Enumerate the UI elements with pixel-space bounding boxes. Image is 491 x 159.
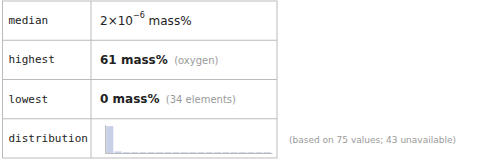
row-label: lowest	[9, 93, 49, 106]
bar	[247, 152, 254, 153]
value-suffix: mass%	[145, 14, 192, 28]
bar	[189, 152, 196, 153]
bar	[255, 152, 262, 153]
value-superscript: −6	[133, 10, 145, 19]
bar	[197, 152, 204, 153]
footnote: (based on 75 values; 43 unavailable)	[289, 135, 456, 145]
bars	[106, 126, 271, 153]
x-axis	[106, 153, 273, 154]
row-label: median	[9, 14, 49, 27]
bar	[106, 126, 113, 153]
bar	[131, 152, 138, 153]
bar	[148, 152, 155, 153]
bar	[231, 152, 238, 153]
table-border	[3, 1, 278, 158]
value-text: 61 mass%	[100, 53, 168, 67]
row-divider	[3, 40, 278, 41]
bar	[115, 151, 122, 153]
row-label: highest	[9, 53, 55, 66]
bar	[164, 152, 171, 153]
y-axis	[105, 125, 106, 153]
bar	[222, 152, 229, 153]
row-label: distribution	[9, 132, 88, 145]
column-divider	[91, 1, 92, 158]
table: median highest lowest distribution 2×10−6 ma…	[3, 1, 278, 158]
x-axis-line	[106, 153, 273, 154]
value-text: 0 mass%	[100, 92, 159, 106]
value-note: (34 elements)	[159, 94, 236, 105]
row-value: 2×10−6 mass%	[100, 10, 192, 28]
value-note: (oxygen)	[168, 54, 219, 65]
bar	[156, 152, 163, 153]
bar	[206, 152, 213, 153]
bar	[181, 152, 188, 153]
bar	[239, 152, 246, 153]
bar	[173, 152, 180, 153]
row-divider	[3, 118, 278, 119]
bar	[264, 152, 271, 153]
row-value: 61 mass% (oxygen)	[100, 53, 219, 67]
y-axis-line	[105, 125, 106, 153]
row-value: 0 mass% (34 elements)	[100, 92, 236, 106]
bar	[123, 152, 130, 153]
chart: median highest lowest distribution 2×10−6 ma…	[0, 0, 491, 159]
bar	[214, 152, 221, 153]
row-divider	[3, 79, 278, 80]
value-text: 2×10	[100, 14, 133, 28]
bar	[139, 152, 146, 153]
